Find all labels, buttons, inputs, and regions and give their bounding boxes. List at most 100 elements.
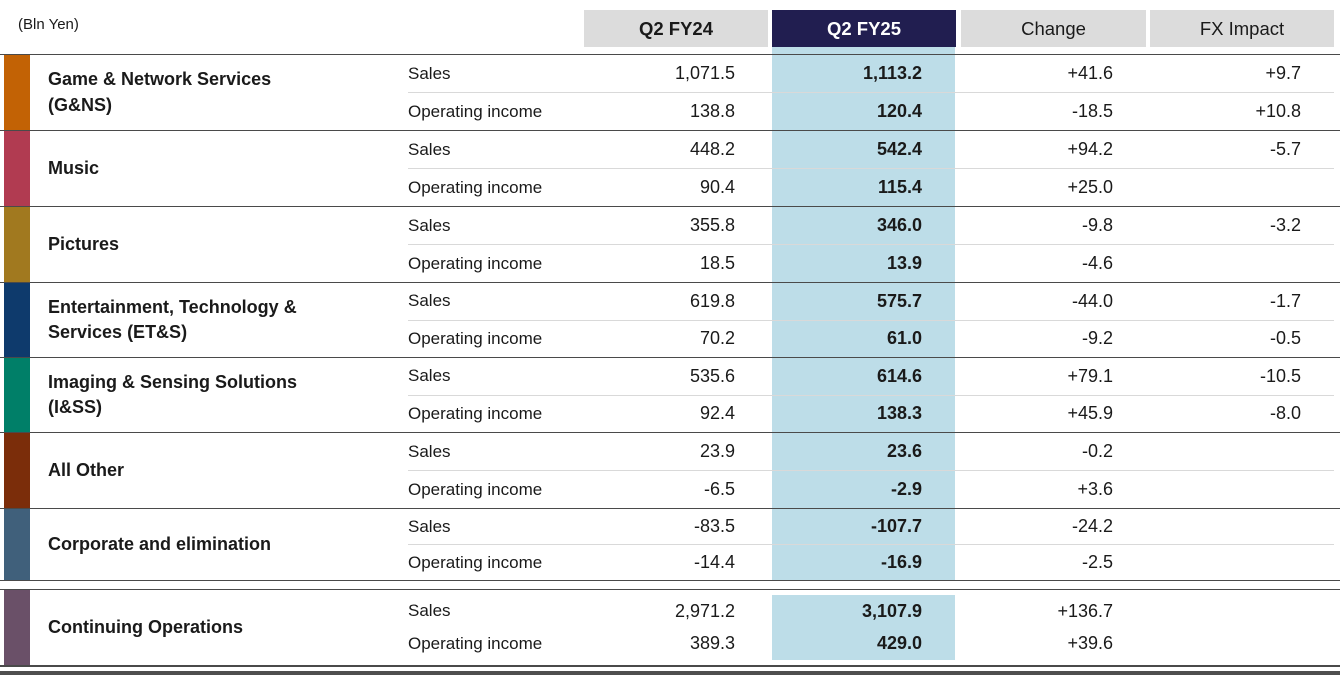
value-q2fy25: -16.9: [772, 545, 955, 580]
segment-name: Music: [48, 157, 100, 178]
unit-label: (Bln Yen): [18, 16, 79, 33]
value-q2fy25: -2.9: [772, 471, 955, 508]
value-q2fy25: 429.0: [772, 627, 955, 660]
segment-row-continuing-operations: Continuing Operations Sales 2,971.2 3,10…: [0, 589, 1340, 667]
sales-row: Sales 355.8 346.0 -9.8 -3.2: [408, 207, 1334, 245]
operating-income-row: Operating income 92.4 138.3 +45.9 -8.0: [408, 395, 1334, 432]
value-fx-impact: +10.8: [1255, 101, 1301, 121]
value-fx-impact: -10.5: [1259, 365, 1301, 386]
metric-label-sales: Sales: [408, 139, 451, 159]
segment-row-gns: Game & Network Services (G&NS) Sales 1,0…: [0, 54, 1340, 130]
value-change: -24.2: [1071, 516, 1113, 536]
value-change: +3.6: [1077, 479, 1113, 499]
operating-income-row: Operating income 90.4 115.4 +25.0: [408, 169, 1334, 206]
segment-name: Entertainment, Technology & Services (ET…: [48, 296, 297, 342]
value-q2fy25: 61.0: [772, 320, 955, 357]
segment-color-bar: [4, 358, 30, 432]
bottom-rule: [0, 671, 1340, 675]
metric-label-operating-income: Operating income: [408, 101, 543, 121]
operating-income-row: Operating income 18.5 13.9 -4.6: [408, 245, 1334, 282]
segment-name: Pictures: [48, 233, 120, 254]
value-q2fy24: -83.5: [693, 516, 735, 536]
operating-income-row: Operating income 70.2 61.0 -9.2 -0.5: [408, 320, 1334, 357]
segment-row-iss: Imaging & Sensing Solutions (I&SS) Sales…: [0, 357, 1340, 432]
metric-label-operating-income: Operating income: [408, 328, 543, 348]
value-change: +25.0: [1067, 177, 1113, 197]
value-change: -9.2: [1081, 328, 1113, 349]
value-change: -44.0: [1071, 290, 1113, 311]
sales-row: Sales 2,971.2 3,107.9 +136.7: [408, 595, 1334, 628]
fy25-highlight-band: [772, 47, 955, 55]
value-q2fy24: -14.4: [693, 552, 735, 572]
value-change: -9.8: [1081, 215, 1113, 235]
value-q2fy25: 614.6: [772, 358, 955, 395]
segment-row-pictures: Pictures Sales 355.8 346.0 -9.8 -3.2 Ope…: [0, 206, 1340, 282]
value-change: +45.9: [1067, 403, 1113, 424]
value-change: +41.6: [1067, 63, 1113, 83]
segment-color-bar: [4, 433, 30, 508]
value-q2fy25: 575.7: [772, 283, 955, 320]
segment-row-all-other: All Other Sales 23.9 23.6 -0.2 Operating…: [0, 432, 1340, 508]
operating-income-row: Operating income -14.4 -16.9 -2.5: [408, 545, 1334, 580]
sales-row: Sales 1,071.5 1,113.2 +41.6 +9.7: [408, 55, 1334, 93]
operating-income-row: Operating income 138.8 120.4 -18.5 +10.8: [408, 93, 1334, 130]
value-fx-impact: [1150, 245, 1334, 282]
value-fx-impact: [1150, 471, 1334, 508]
column-header-fx-impact: FX Impact: [1150, 10, 1334, 47]
value-fx-impact: -3.2: [1269, 215, 1301, 235]
value-fx-impact: [1150, 509, 1334, 544]
segment-color-bar: [4, 590, 30, 665]
value-q2fy24: 92.4: [699, 403, 735, 424]
metric-label-operating-income: Operating income: [408, 403, 543, 423]
value-change: +94.2: [1067, 139, 1113, 159]
value-fx-impact: +9.7: [1265, 63, 1301, 83]
value-q2fy25: 13.9: [772, 245, 955, 282]
value-change: -18.5: [1071, 101, 1113, 121]
value-q2fy24: 389.3: [689, 633, 735, 654]
metric-label-operating-income: Operating income: [408, 253, 543, 273]
segment-name: All Other: [48, 459, 125, 480]
segment-row-ets: Entertainment, Technology & Services (ET…: [0, 282, 1340, 357]
value-q2fy24: 355.8: [689, 215, 735, 235]
segment-color-bar: [4, 131, 30, 206]
value-q2fy24: 1,071.5: [674, 63, 735, 83]
segment-color-bar: [4, 55, 30, 130]
value-q2fy24: 18.5: [699, 253, 735, 273]
sales-row: Sales 448.2 542.4 +94.2 -5.7: [408, 131, 1334, 169]
metric-label-sales: Sales: [408, 441, 451, 461]
value-q2fy25: 542.4: [772, 131, 955, 168]
value-fx-impact: [1150, 545, 1334, 580]
metric-label-sales: Sales: [408, 215, 451, 235]
operating-income-row: Operating income -6.5 -2.9 +3.6: [408, 471, 1334, 508]
sales-row: Sales -83.5 -107.7 -24.2: [408, 509, 1334, 545]
segment-color-bar: [4, 509, 30, 580]
value-change: -2.5: [1081, 552, 1113, 572]
sales-row: Sales 23.9 23.6 -0.2: [408, 433, 1334, 471]
value-fx-impact: -5.7: [1269, 139, 1301, 159]
segment-name: Game & Network Services (G&NS): [48, 69, 272, 115]
value-q2fy24: 535.6: [689, 365, 735, 386]
segment-name: Continuing Operations: [48, 616, 243, 637]
value-change: -0.2: [1081, 441, 1113, 461]
value-q2fy24: 23.9: [699, 441, 735, 461]
value-change: +79.1: [1067, 365, 1113, 386]
value-q2fy24: 2,971.2: [674, 600, 735, 621]
value-change: +39.6: [1067, 633, 1113, 654]
segment-name: Corporate and elimination: [48, 533, 272, 554]
metric-label-sales: Sales: [408, 291, 451, 311]
metric-label-operating-income: Operating income: [408, 633, 543, 653]
value-q2fy25: 1,113.2: [772, 55, 955, 92]
row-gap: [0, 581, 1340, 589]
metric-label-operating-income: Operating income: [408, 177, 543, 197]
sales-row: Sales 535.6 614.6 +79.1 -10.5: [408, 358, 1334, 396]
value-fx-impact: -8.0: [1269, 403, 1301, 424]
metric-label-sales: Sales: [408, 601, 451, 621]
sales-row: Sales 619.8 575.7 -44.0 -1.7: [408, 283, 1334, 321]
operating-income-row: Operating income 389.3 429.0 +39.6: [408, 627, 1334, 660]
value-q2fy24: 70.2: [699, 328, 735, 349]
value-fx-impact: [1150, 169, 1334, 206]
column-header-q2fy24: Q2 FY24: [584, 10, 768, 47]
column-header-change: Change: [961, 10, 1146, 47]
column-header-q2fy25: Q2 FY25: [772, 10, 956, 47]
